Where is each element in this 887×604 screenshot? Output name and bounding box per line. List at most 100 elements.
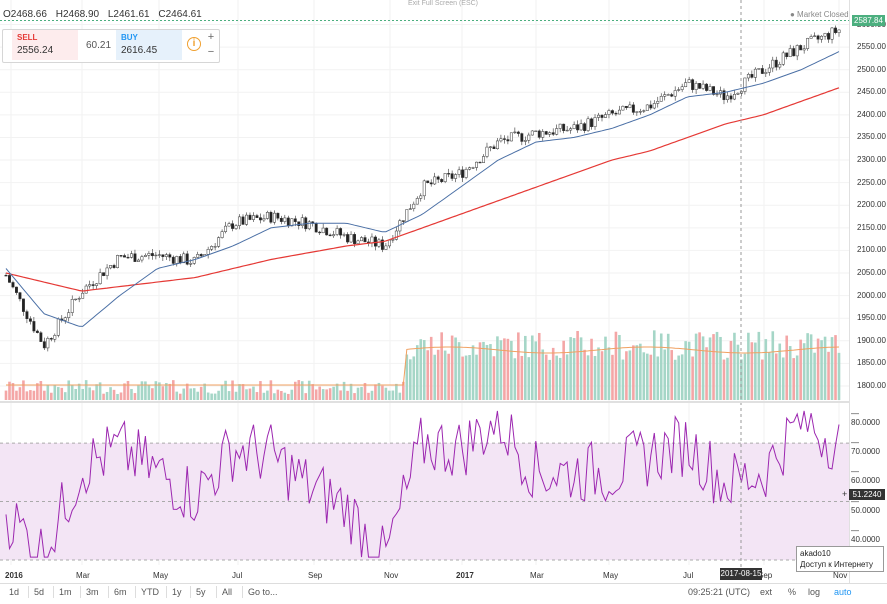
clock: 09:25:21 (UTC) bbox=[688, 587, 751, 597]
candle bbox=[534, 130, 538, 132]
candle bbox=[502, 138, 506, 140]
info-icon[interactable]: i bbox=[187, 37, 201, 51]
candle bbox=[15, 286, 18, 293]
volume-bar bbox=[276, 389, 280, 400]
volume-bar bbox=[91, 390, 95, 400]
timeframe-button[interactable]: YTD bbox=[141, 587, 159, 597]
timeframe-button[interactable]: 3m bbox=[86, 587, 99, 597]
volume-bar bbox=[795, 355, 799, 400]
separator bbox=[242, 586, 243, 598]
volume-bar bbox=[56, 387, 60, 400]
volume-bar bbox=[199, 386, 203, 400]
candle bbox=[450, 173, 454, 179]
volume-bar bbox=[370, 390, 374, 400]
candle bbox=[774, 59, 778, 68]
volume-bar bbox=[328, 388, 332, 400]
candle bbox=[705, 83, 709, 91]
volume-bar bbox=[67, 380, 71, 400]
volume-bar bbox=[726, 357, 729, 400]
volume-bar bbox=[182, 388, 186, 400]
volume-bar bbox=[471, 345, 475, 400]
timeframe-button[interactable]: 5d bbox=[34, 587, 45, 597]
timeframe-button[interactable]: 6m bbox=[114, 587, 127, 597]
volume-bar bbox=[558, 357, 562, 400]
candle bbox=[387, 239, 391, 247]
buy-button[interactable]: BUY 2616.45 bbox=[116, 30, 182, 60]
scale-option-log[interactable]: log bbox=[808, 587, 821, 597]
timeframe-button[interactable]: 1m bbox=[59, 587, 72, 597]
volume-bar bbox=[729, 340, 733, 400]
volume-bar bbox=[266, 390, 269, 400]
separator bbox=[108, 586, 109, 598]
rsi-add-icon[interactable]: + bbox=[842, 489, 848, 499]
scale-option-ext[interactable]: ext bbox=[760, 587, 773, 597]
candle bbox=[391, 239, 395, 241]
candle bbox=[830, 27, 834, 40]
sell-button[interactable]: SELL 2556.24 bbox=[12, 30, 78, 60]
volume-bar bbox=[395, 383, 398, 400]
scale-option-auto[interactable]: auto bbox=[834, 587, 852, 597]
candle bbox=[628, 104, 632, 108]
price-axis-label: 2000.00 bbox=[857, 290, 886, 300]
candle bbox=[217, 237, 221, 247]
timeframe-button[interactable]: 1y bbox=[172, 587, 182, 597]
candle bbox=[81, 292, 85, 299]
candle bbox=[168, 254, 172, 258]
volume-bar bbox=[663, 349, 667, 400]
volume-bar bbox=[492, 356, 496, 400]
candle bbox=[46, 338, 50, 349]
price-chart[interactable] bbox=[0, 0, 849, 583]
volume-bar bbox=[757, 331, 761, 400]
candle bbox=[443, 173, 447, 182]
candle bbox=[95, 283, 99, 286]
candle bbox=[684, 82, 688, 88]
candle bbox=[415, 198, 419, 205]
timeframe-button[interactable]: 1d bbox=[9, 587, 20, 597]
collapse-button[interactable]: − bbox=[207, 46, 215, 58]
volume-bar bbox=[433, 354, 436, 400]
candle bbox=[757, 68, 761, 70]
exit-fullscreen-hint[interactable]: Exit Full Screen (ESC) bbox=[407, 0, 479, 7]
candle bbox=[67, 312, 71, 318]
expand-button[interactable]: + bbox=[207, 31, 215, 43]
volume-bar bbox=[628, 350, 632, 400]
candle bbox=[105, 267, 109, 276]
candle bbox=[258, 217, 262, 221]
candle bbox=[482, 156, 485, 163]
volume-bar bbox=[280, 390, 283, 400]
candle bbox=[562, 123, 566, 131]
volume-bar bbox=[475, 354, 478, 400]
volume-bar bbox=[133, 393, 137, 400]
candle bbox=[457, 169, 461, 175]
price-axis-label: 1800.00 bbox=[857, 380, 886, 390]
panel-divider[interactable] bbox=[0, 401, 849, 403]
candle bbox=[816, 35, 820, 40]
price-axis-label: 2450.00 bbox=[857, 87, 886, 97]
low-value: L2461.61 bbox=[107, 9, 150, 20]
candle bbox=[837, 29, 841, 33]
candle bbox=[412, 203, 416, 209]
candle bbox=[98, 272, 102, 285]
timeframe-button[interactable]: Go to... bbox=[248, 587, 278, 597]
candle bbox=[750, 74, 754, 78]
candle bbox=[586, 118, 590, 131]
volume-bar bbox=[754, 342, 757, 400]
volume-bar bbox=[809, 334, 813, 400]
candle bbox=[300, 217, 304, 226]
volume-bar bbox=[771, 331, 775, 400]
timeframe-button[interactable]: All bbox=[222, 587, 233, 597]
candle bbox=[478, 161, 482, 164]
separator bbox=[135, 586, 136, 598]
volume-bar bbox=[140, 381, 144, 400]
volume-bar bbox=[593, 355, 597, 400]
volume-bar bbox=[813, 352, 816, 400]
timeframe-button[interactable]: 5y bbox=[196, 587, 206, 597]
candle bbox=[349, 234, 353, 243]
candle bbox=[767, 67, 771, 73]
volume-bar bbox=[314, 389, 318, 400]
candle bbox=[380, 239, 384, 250]
volume-bar bbox=[778, 343, 782, 400]
scale-option-percent[interactable]: % bbox=[788, 587, 797, 597]
high-value: H2468.90 bbox=[55, 9, 100, 20]
candle bbox=[53, 335, 57, 340]
